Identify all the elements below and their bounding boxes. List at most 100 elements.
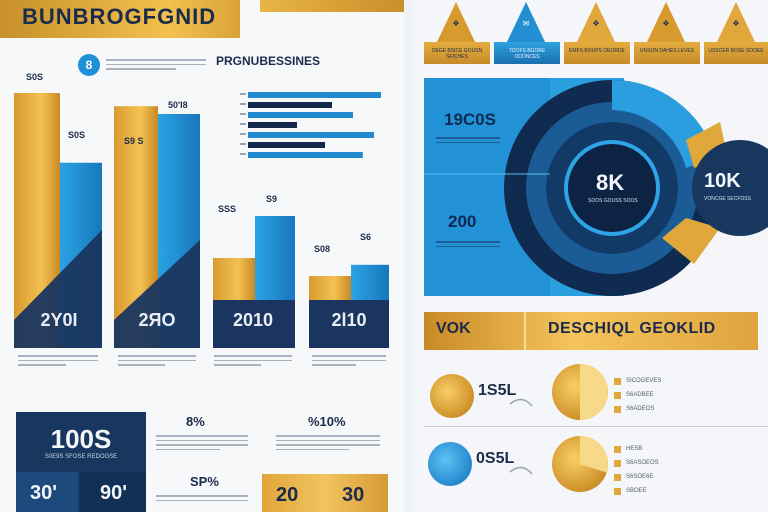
gold-tile: [262, 474, 388, 512]
bar-side-label-4: S6: [360, 232, 372, 242]
bar-top-label-2: 50'I8: [168, 100, 188, 110]
header-accent-strip: [260, 0, 404, 12]
ribbon-4: [634, 42, 700, 64]
bar-group-left: [14, 93, 200, 348]
pie-chart-2: [552, 436, 608, 492]
ribbon-3: [564, 42, 630, 64]
tile-value-2: 30: [342, 484, 365, 506]
bar-caption-3: [214, 352, 292, 369]
legend-label-1-1: SICOGEVES: [626, 378, 662, 384]
bar-3-base: [213, 300, 295, 348]
hbar-4: [248, 122, 297, 128]
kpi-sub-value-2: 90': [100, 482, 128, 504]
bar-side-label-3: S9: [266, 194, 278, 204]
page-title: BUNBROGFGNID: [22, 4, 217, 29]
legend-swatch-2-1: [614, 446, 621, 453]
legend-label-2-1: HESB: [626, 446, 643, 452]
band-right-label: DESCHIQL GEOKLID: [548, 320, 716, 337]
vertical-bar-chart-right: [213, 216, 389, 348]
hbar-3: [248, 112, 353, 118]
vertical-bar-chart: [14, 93, 200, 348]
bar-category-3: 2010: [232, 310, 274, 330]
stat-label-2: SP%: [190, 474, 219, 489]
title-banner: [0, 0, 240, 38]
bar-caption-4: [312, 352, 386, 369]
hbar-tick-4: [240, 123, 246, 125]
bar-category-4: 2l10: [331, 310, 367, 330]
legend-swatch-1-1: [614, 378, 621, 385]
kpi-sub-card-1: [16, 472, 78, 512]
hbar-tick-2: [240, 103, 246, 105]
stat-caption-2: [276, 432, 380, 453]
stat-caption-1: [156, 432, 248, 453]
bar-side-label-1: S0S: [68, 130, 86, 140]
kpi-sub-card-2: [80, 472, 146, 512]
kpi-caption: S0E9S SFOSE REDOGSE: [44, 454, 118, 460]
ribbon-3-text: EMFS BOUPS OEORDE: [569, 48, 625, 54]
bar-group-right: [213, 216, 389, 348]
kpi-big-number: 100S: [50, 424, 112, 454]
bar-caption-2: [118, 352, 196, 369]
badge-caption-lines: [106, 56, 206, 74]
bar-1-shadow: [14, 230, 102, 348]
bar-top-label-3: SSS: [218, 204, 237, 214]
section-band: [424, 312, 758, 350]
tile-value-1: 20: [276, 484, 299, 506]
bar-top-label-4: S08: [314, 244, 331, 254]
pointer-triangles: ❖ ✉ ❖ ❖ ❖: [436, 2, 756, 44]
ribbon-2: [494, 42, 560, 64]
legend-label-1-2: S6ADBEE: [626, 392, 654, 398]
bar-4-base: [309, 300, 389, 348]
ribbon-4-text: UNSON DAHES LEVES: [639, 48, 695, 54]
hbar-tick-5: [240, 133, 246, 135]
hbar-5: [248, 132, 374, 138]
hbar-tick-1: [240, 93, 246, 95]
pie-chart-1: [552, 364, 608, 420]
number-badge: 8: [78, 54, 100, 76]
legend-label-2-4: SBOEE: [626, 488, 647, 494]
hbar-6: [248, 142, 325, 148]
radial-right-value: 10K: [704, 170, 741, 192]
legend-label-1-3: S6ADEOS: [626, 406, 655, 412]
pie-row-2-stat: 0S5L: [476, 450, 515, 467]
hbar-tick-6: [240, 143, 246, 145]
pie-row-1-stat: 1S5L: [478, 382, 517, 399]
legend-swatch-2-2: [614, 460, 621, 467]
pie-rows: [428, 364, 608, 492]
ribbon-5-text: USSCER BOSE SOOEE: [708, 48, 764, 54]
bar-top-label-1: S0S: [26, 72, 44, 82]
hbar-tick-3: [240, 113, 246, 115]
band-divider: [524, 312, 526, 350]
stat-caption-3: [156, 492, 248, 504]
radial-right-caption: VONCGE SECFOSS: [704, 196, 751, 202]
kpi-sub-value-1: 30': [30, 482, 58, 504]
radial-left-bottom-value: 200: [448, 212, 477, 231]
stat-label-1: 8%: [186, 414, 205, 429]
radial-center-caption: SOOS GOUSS SOOS: [588, 198, 638, 204]
svg-text:✉: ✉: [523, 19, 530, 28]
legend-swatch-2-3: [614, 474, 621, 481]
row-separator-1: [424, 426, 768, 427]
band-left-label: VOK: [436, 320, 471, 337]
radial-left-bottom-caption: [436, 238, 500, 250]
svg-text:❖: ❖: [592, 19, 599, 28]
legend-swatch-1-2: [614, 392, 621, 399]
hbar-tick-7: [240, 153, 246, 155]
bar-2-shadow: [114, 240, 200, 348]
pie-1-slice: [580, 364, 608, 420]
stat-label-3: %10%: [308, 414, 346, 429]
hbar-1: [248, 92, 381, 98]
hbar-7: [248, 152, 363, 158]
hbar-title: PRGNUBESSINES: [216, 54, 321, 68]
legend-swatch-2-4: [614, 488, 621, 495]
bar-side-label-2: S9 S: [124, 136, 144, 146]
ribbon-1: [424, 42, 490, 64]
bar-category-2: 2ЯO: [138, 310, 176, 330]
legend-swatch-1-3: [614, 406, 621, 413]
ribbon-5: [704, 42, 768, 64]
radial-left-top-caption: [436, 134, 500, 146]
svg-text:❖: ❖: [732, 19, 739, 28]
ribbon-2-text: TOOFS BGORE ODONCES: [508, 48, 546, 60]
pie-small-1: [430, 374, 474, 418]
pie-small-2: [428, 442, 472, 486]
